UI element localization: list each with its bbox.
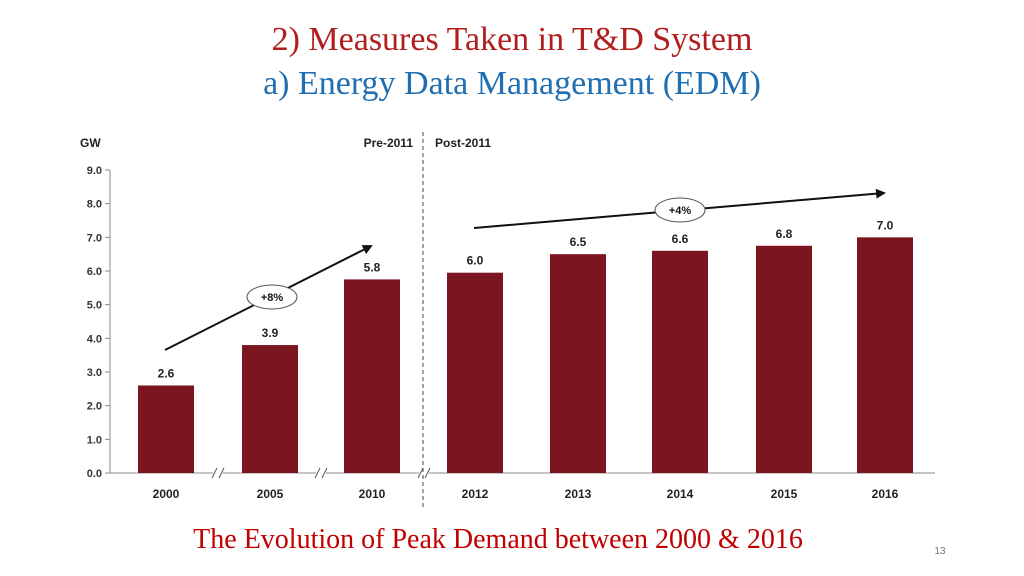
axis-break-mark bbox=[218, 467, 225, 479]
x-tick-label-2014: 2014 bbox=[667, 487, 694, 501]
axis-break-mark bbox=[417, 467, 424, 479]
x-tick-label-2000: 2000 bbox=[153, 487, 180, 501]
axis-break-gap bbox=[213, 469, 223, 477]
slide-title: 2) Measures Taken in T&D System bbox=[271, 21, 753, 58]
data-label-2012: 6.0 bbox=[467, 254, 484, 268]
period-label-pre: Pre-2011 bbox=[364, 136, 414, 150]
bar-2016 bbox=[857, 237, 913, 473]
growth-oval-post bbox=[654, 197, 706, 223]
y-tick-label: 4.0 bbox=[87, 333, 102, 345]
data-label-2016: 7.0 bbox=[877, 218, 894, 232]
x-tick-label-2015: 2015 bbox=[771, 487, 798, 501]
data-label-2000: 2.6 bbox=[158, 366, 175, 380]
growth-label-post: +4% bbox=[669, 205, 692, 217]
growth-label-pre: +8% bbox=[261, 292, 284, 304]
y-tick-label: 1.0 bbox=[87, 434, 102, 446]
bar-2005 bbox=[242, 345, 298, 473]
y-tick-label: 7.0 bbox=[87, 232, 102, 244]
chart-caption: The Evolution of Peak Demand between 200… bbox=[193, 524, 803, 555]
x-tick-label-2013: 2013 bbox=[565, 487, 592, 501]
growth-oval-pre bbox=[246, 284, 298, 310]
axis-break-gap bbox=[419, 469, 429, 477]
peak-demand-chart: GW 0.0 1.0 2.0 3.0 4.0 5.0 6.0 7.0 8.0 9.0 Pre-2011… bbox=[80, 132, 935, 508]
x-tick-label-2005: 2005 bbox=[257, 487, 284, 501]
axis-break-mark bbox=[424, 467, 431, 479]
bar-2014 bbox=[652, 250, 708, 473]
x-tick-label-2010: 2010 bbox=[359, 487, 386, 501]
data-label-2010: 5.8 bbox=[364, 260, 381, 274]
x-tick-label-2016: 2016 bbox=[872, 487, 899, 501]
data-label-2014: 6.6 bbox=[672, 232, 689, 246]
data-label-2005: 3.9 bbox=[262, 326, 279, 340]
bar-2015 bbox=[756, 245, 812, 473]
y-tick-label: 2.0 bbox=[87, 401, 102, 413]
period-label-post: Post-2011 bbox=[435, 136, 491, 150]
y-tick-label: 3.0 bbox=[87, 367, 102, 379]
y-tick-label: 6.0 bbox=[87, 266, 102, 278]
axis-break-mark bbox=[314, 467, 321, 479]
y-tick-label: 8.0 bbox=[87, 199, 102, 211]
bar-2000 bbox=[138, 385, 194, 473]
x-tick-label-2012: 2012 bbox=[462, 487, 489, 501]
bar-2013 bbox=[550, 254, 606, 473]
slide-subtitle: a) Energy Data Management (EDM) bbox=[263, 65, 761, 102]
axis-break-gap bbox=[316, 469, 326, 477]
y-axis-title: GW bbox=[80, 136, 101, 150]
y-tick-label: 5.0 bbox=[87, 300, 102, 312]
axis-break-mark bbox=[211, 467, 218, 479]
y-tick-label: 0.0 bbox=[87, 468, 102, 480]
data-label-2015: 6.8 bbox=[776, 227, 793, 241]
bar-2012 bbox=[447, 272, 503, 473]
data-label-2013: 6.5 bbox=[570, 235, 587, 249]
bar-2010 bbox=[344, 279, 400, 473]
page-number: 13 bbox=[934, 546, 946, 557]
axis-break-mark bbox=[321, 467, 328, 479]
y-tick-label: 9.0 bbox=[87, 165, 102, 177]
